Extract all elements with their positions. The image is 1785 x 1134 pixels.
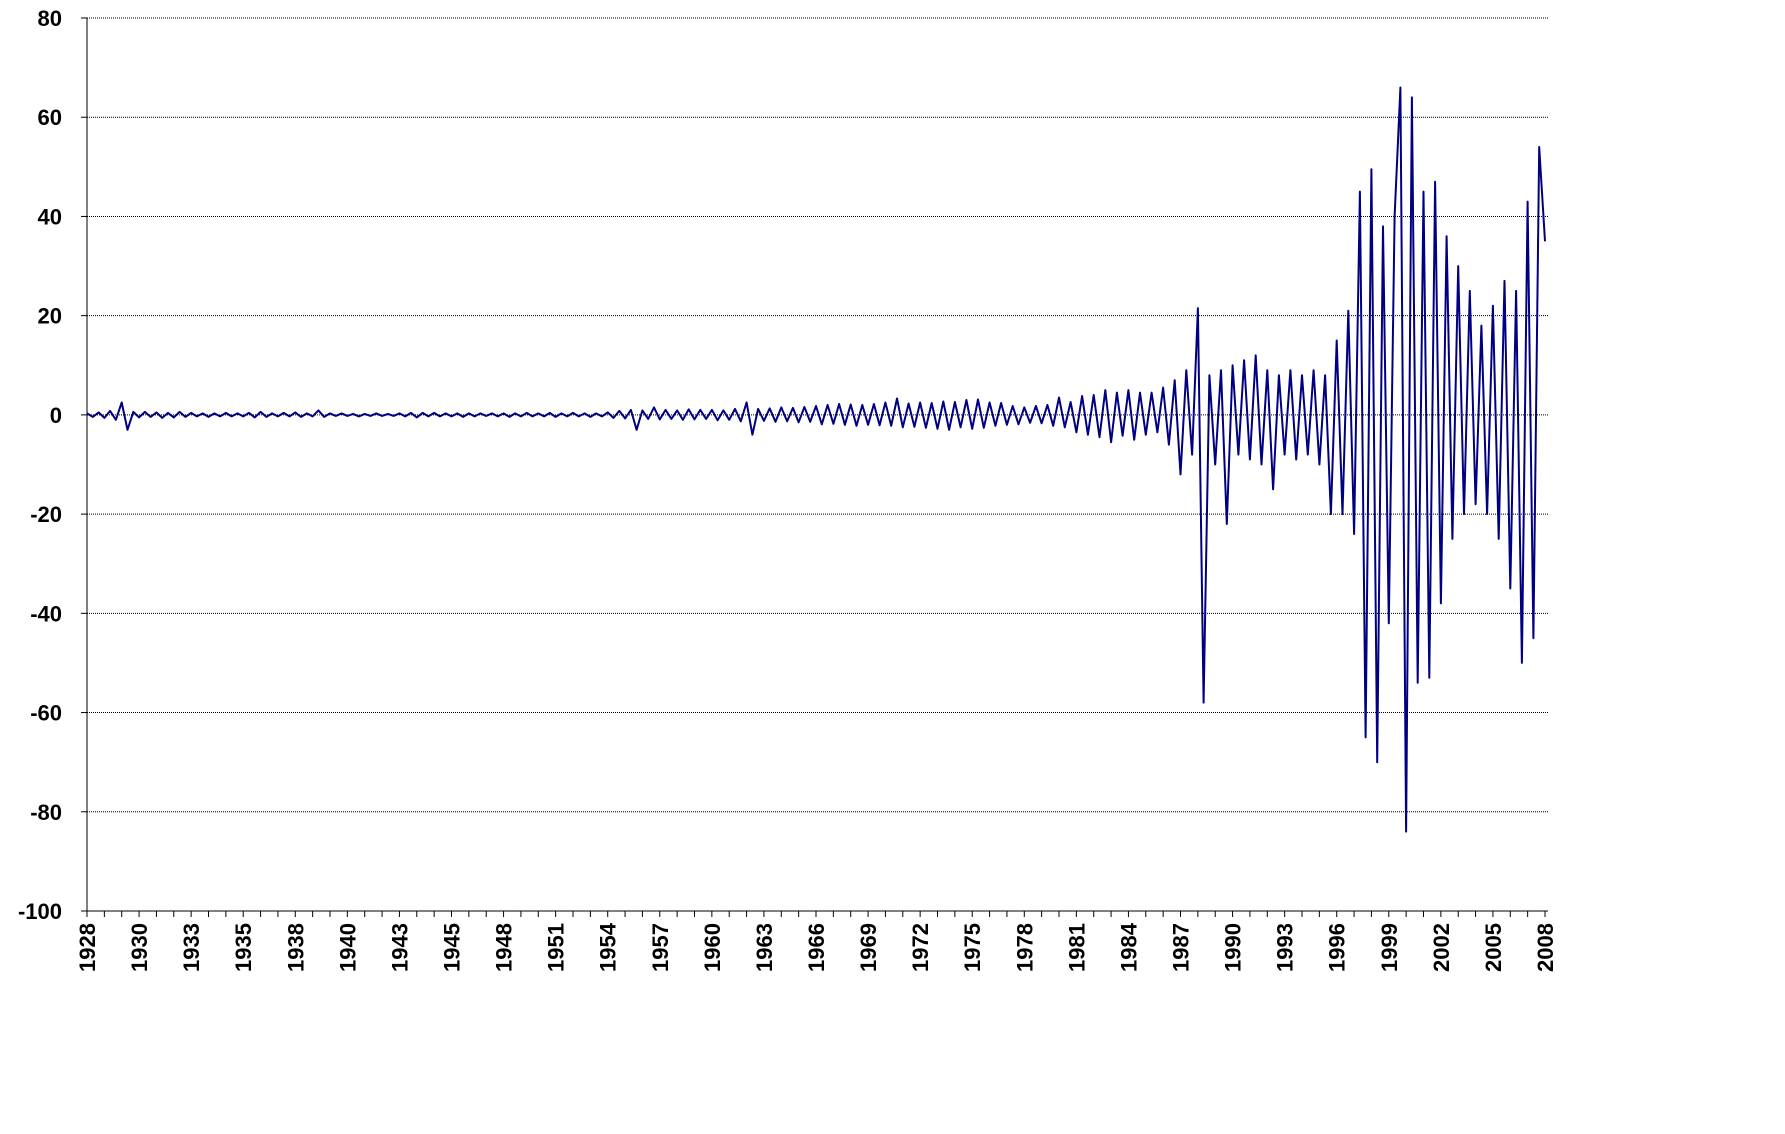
x-tick-label: 2008 (1533, 923, 1558, 972)
x-tick-label: 1981 (1064, 923, 1089, 972)
y-tick-label: 0 (50, 403, 62, 428)
y-tick-label: 80 (38, 6, 62, 31)
y-tick-label: -40 (30, 601, 62, 626)
x-tick-label: 1928 (75, 923, 100, 972)
x-tick-label: 1966 (804, 923, 829, 972)
x-tick-label: 1935 (231, 923, 256, 972)
x-tick-label: 1945 (440, 923, 465, 972)
x-tick-label: 1999 (1377, 923, 1402, 972)
x-tick-label: 1948 (492, 923, 517, 972)
x-tick-label: 1975 (960, 923, 985, 972)
y-tick-label: -20 (30, 502, 62, 527)
y-tick-label: 40 (38, 204, 62, 229)
y-tick-label: -60 (30, 701, 62, 726)
x-tick-label: 1957 (648, 923, 673, 972)
y-tick-label: 60 (38, 105, 62, 130)
x-tick-label: 1938 (283, 923, 308, 972)
y-tick-label: -100 (18, 899, 62, 924)
x-tick-label: 1954 (596, 922, 621, 972)
x-tick-label: 1987 (1169, 923, 1194, 972)
x-tick-label: 1930 (127, 923, 152, 972)
y-tick-label: -80 (30, 800, 62, 825)
x-tick-label: 2002 (1429, 923, 1454, 972)
x-tick-label: 1963 (752, 923, 777, 972)
x-tick-label: 1969 (856, 923, 881, 972)
x-tick-label: 1978 (1012, 923, 1037, 972)
x-tick-label: 1972 (908, 923, 933, 972)
y-tick-label: 20 (38, 304, 62, 329)
x-tick-label: 1993 (1273, 923, 1298, 972)
x-tick-label: 1933 (179, 923, 204, 972)
x-tick-label: 1984 (1116, 922, 1141, 972)
line-series (86, 86, 1546, 833)
x-tick-label: 2005 (1481, 923, 1506, 972)
x-tick-label: 1960 (700, 923, 725, 972)
x-tick-label: 1943 (387, 923, 412, 972)
x-tick-label: 1996 (1325, 923, 1350, 972)
x-tick-label: 1951 (544, 923, 569, 972)
x-tick-label: 1940 (335, 923, 360, 972)
x-tick-label: 1990 (1221, 923, 1246, 972)
